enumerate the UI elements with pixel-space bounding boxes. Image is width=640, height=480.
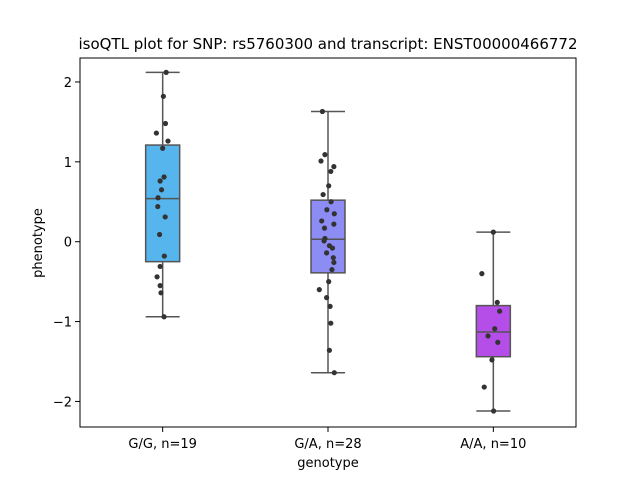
data-point (320, 191, 326, 198)
data-point (158, 290, 164, 296)
data-point (162, 214, 168, 220)
data-point (162, 120, 169, 127)
data-point (329, 245, 336, 251)
data-point (319, 108, 325, 115)
data-point (329, 267, 335, 273)
x-tick-label: G/A, n=28 (294, 437, 361, 452)
data-point (321, 225, 328, 231)
y-axis-label: phenotype (31, 208, 46, 278)
y-tick-label: 0 (64, 236, 72, 251)
box (144, 144, 181, 263)
data-point (490, 229, 496, 235)
data-point (489, 357, 495, 363)
data-point (161, 253, 167, 259)
data-point (328, 168, 334, 175)
y-tick-label: 1 (64, 156, 72, 171)
y-tick-label: 2 (64, 76, 72, 91)
box (475, 304, 512, 358)
data-point (331, 221, 337, 227)
data-point (157, 263, 163, 270)
box (310, 199, 346, 274)
data-point (163, 69, 169, 75)
data-point (318, 158, 324, 164)
data-point (331, 370, 337, 376)
data-point (324, 207, 330, 213)
data-point (331, 259, 337, 266)
data-point (326, 347, 332, 353)
data-point (316, 287, 322, 293)
data-point (492, 326, 498, 332)
data-point (491, 408, 497, 414)
data-point (321, 238, 327, 244)
data-point (160, 145, 166, 151)
y-axis: 2 1 0 −1 −2 (53, 76, 80, 410)
data-point (326, 279, 332, 285)
data-point (324, 250, 330, 256)
data-point (324, 295, 330, 301)
data-point (153, 130, 159, 136)
data-point (326, 183, 332, 189)
data-point (156, 231, 163, 238)
data-point (155, 203, 161, 210)
data-point (331, 164, 337, 170)
data-point (165, 138, 171, 144)
data-point (330, 255, 336, 261)
data-point (157, 178, 163, 184)
data-point (154, 274, 160, 280)
y-tick-label: −1 (53, 316, 72, 331)
data-point (328, 199, 334, 205)
chart-title: isoQTL plot for SNP: rs5760300 and trans… (78, 35, 577, 53)
x-tick-label: A/A, n=10 (460, 437, 526, 452)
data-point (319, 218, 325, 224)
data-point (327, 303, 333, 309)
data-point (322, 152, 328, 158)
x-axis-label: genotype (297, 456, 358, 471)
data-point (161, 314, 167, 320)
data-point (494, 299, 500, 306)
plot-area (144, 69, 512, 414)
data-point (485, 333, 491, 339)
data-point (495, 339, 501, 345)
data-point (158, 187, 165, 193)
data-point (157, 283, 163, 289)
y-tick-label: −2 (53, 395, 72, 410)
x-axis: G/G, n=19 G/A, n=28 A/A, n=10 (128, 427, 526, 452)
data-point (328, 320, 334, 326)
data-point (161, 174, 167, 180)
data-point (155, 195, 161, 201)
data-point (479, 271, 485, 277)
data-point (497, 308, 503, 314)
x-tick-label: G/G, n=19 (128, 437, 196, 452)
data-point (481, 384, 487, 390)
data-point (160, 93, 166, 99)
data-point (331, 211, 337, 217)
